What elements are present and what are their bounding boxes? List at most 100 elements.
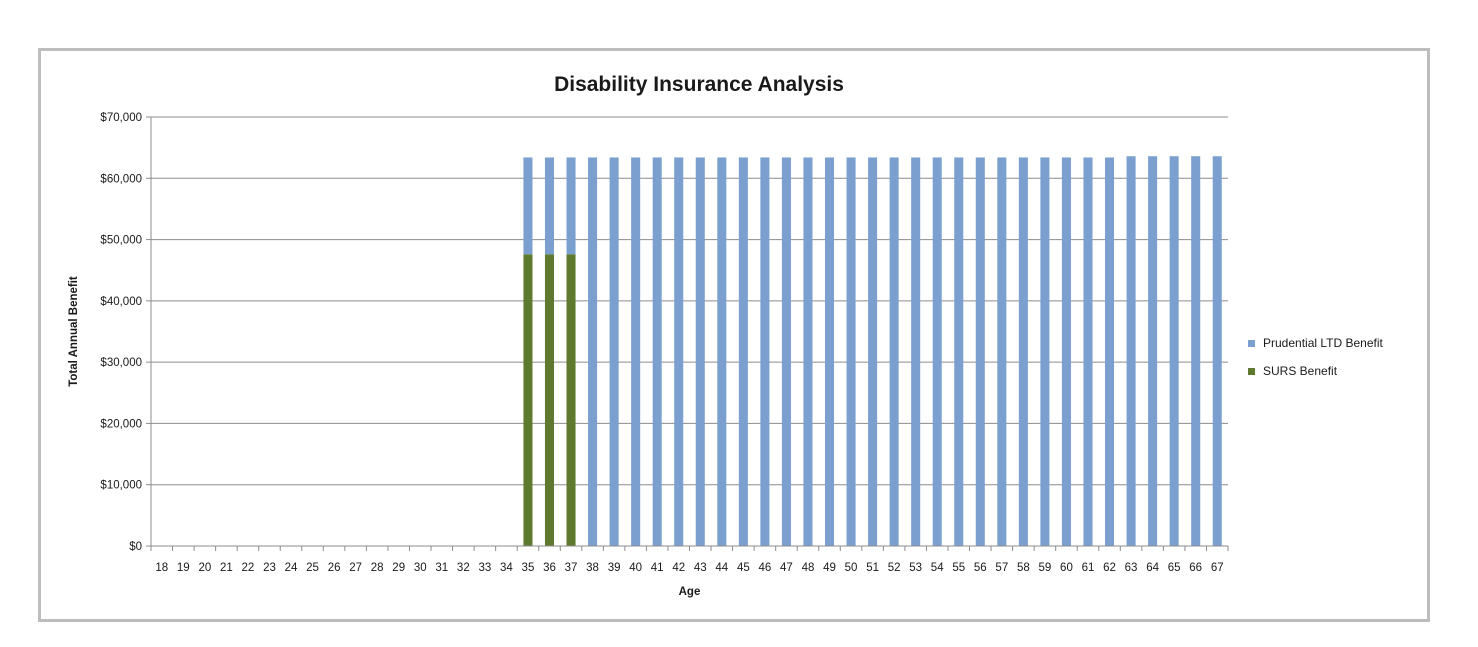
bar-segment [911,157,921,546]
x-tick-label: 43 [694,562,707,574]
x-tick-label: 33 [478,562,491,574]
bar-segment [523,157,533,255]
x-tick-label: 19 [177,562,190,574]
bar-segment [997,157,1007,546]
x-tick-label: 39 [608,562,621,574]
legend-swatch [1248,368,1255,375]
x-tick-label: 61 [1082,562,1095,574]
x-tick-label: 51 [866,562,879,574]
x-tick-label: 30 [414,562,427,574]
x-tick-label: 62 [1103,562,1116,574]
x-tick-label: 34 [500,562,513,574]
y-axis-title: Total Annual Benefit [68,276,80,387]
bars [523,156,1222,547]
x-tick-label: 47 [780,562,793,574]
chart-title: Disability Insurance Analysis [554,73,844,96]
legend: Prudential LTD Benefit SURS Benefit [1248,336,1384,378]
bar-segment [1018,157,1028,546]
x-tick-label: 50 [845,562,858,574]
x-tick-label: 37 [565,562,578,574]
x-tick-label: 41 [651,562,664,574]
x-tick-label: 40 [629,562,642,574]
x-tick-label: 23 [263,562,276,574]
x-tick-label: 36 [543,562,556,574]
bar-segment [1083,157,1093,546]
x-tick-label: 29 [392,562,405,574]
bar-segment [588,157,598,546]
x-tick-label: 57 [995,562,1008,574]
y-tick-label: $60,000 [100,173,142,185]
x-tick-label: 18 [155,562,168,574]
x-tick-label: 60 [1060,562,1073,574]
y-tick-label: $40,000 [100,296,142,308]
x-tick-label: 58 [1017,562,1030,574]
bar-segment [781,157,791,546]
bar-segment [738,157,748,546]
bar-segment [674,157,684,546]
bar-segment [824,157,835,546]
legend-label: SURS Benefit [1263,364,1338,378]
x-tick-label: 31 [435,562,448,574]
bar-segment [609,157,619,546]
bar-segment [544,157,555,255]
x-tick-label: 53 [909,562,922,574]
x-tick-label: 49 [823,562,836,574]
x-tick-label: 26 [328,562,341,574]
stacked-bar-chart: Disability Insurance Analysis $0 $10,000 $… [68,73,1384,598]
y-tick-label: $10,000 [100,480,142,492]
legend-label: Prudential LTD Benefit [1263,336,1384,350]
x-tick-label: 56 [974,562,987,574]
y-tick-label: $0 [129,541,142,553]
bar-segment [1148,156,1158,547]
x-tick-label: 38 [586,562,599,574]
bar-segment [975,157,985,546]
bar-segment [1126,156,1136,547]
x-tick-label: 59 [1039,562,1052,574]
x-tick-label: 63 [1125,562,1138,574]
bar-segment [566,157,576,255]
x-tick-label: 67 [1211,562,1224,574]
x-tick-label: 25 [306,562,319,574]
x-tick-label: 22 [242,562,255,574]
x-tick-label: 21 [220,562,233,574]
x-tick-label: 35 [522,562,535,574]
bar-segment [1191,156,1201,547]
bar-segment [932,157,942,546]
x-tick-label: 28 [371,562,384,574]
x-axis-title: Age [679,586,701,598]
x-axis-ticks: 18 19 20 21 22 23 24 25 26 27 28 29 30 31 32 33 34 35 36 37… [150,546,1229,574]
y-axis-ticks: $0 $10,000 $20,000 $30,000 $40,000 $50,000 $60… [100,112,152,553]
bar-segment [523,254,533,546]
bar-segment [1040,157,1050,546]
bar-segment [1105,157,1115,546]
bar-segment [760,157,770,546]
bar-segment [846,157,856,546]
bar-segment [954,157,964,546]
bar-segment [868,157,878,546]
y-tick-label: $50,000 [100,235,142,247]
x-tick-label: 42 [672,562,685,574]
x-tick-label: 54 [931,562,944,574]
x-tick-label: 45 [737,562,750,574]
x-tick-label: 46 [758,562,771,574]
x-tick-label: 65 [1168,562,1181,574]
bar-segment [1061,157,1071,546]
bar-segment [1169,156,1179,547]
x-tick-label: 44 [715,562,728,574]
bar-segment [566,254,576,546]
bar-segment [695,157,705,546]
bar-segment [889,157,899,546]
x-tick-label: 52 [888,562,901,574]
chart-frame: Disability Insurance Analysis $0 $10,000 $… [38,48,1430,622]
x-tick-label: 64 [1146,562,1159,574]
bar-segment [803,157,813,546]
x-tick-label: 66 [1189,562,1202,574]
x-tick-label: 20 [198,562,211,574]
bar-segment [1212,156,1222,547]
legend-swatch [1248,340,1255,347]
bar-segment [631,157,641,546]
x-tick-label: 27 [349,562,362,574]
x-tick-label: 24 [285,562,298,574]
y-tick-label: $20,000 [100,418,142,430]
x-tick-label: 55 [952,562,965,574]
